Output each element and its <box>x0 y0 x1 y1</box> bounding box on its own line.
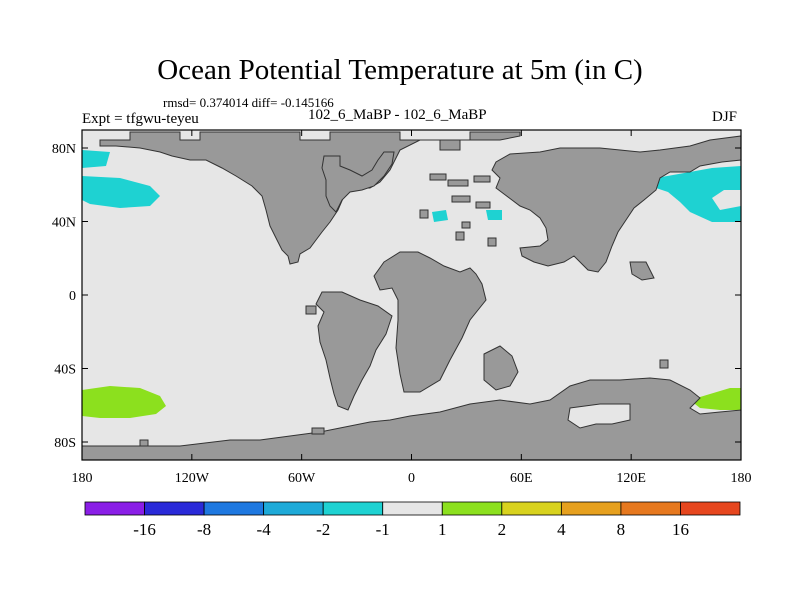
lon-tick-label: 60E <box>510 471 533 486</box>
colorbar-label: -16 <box>133 520 156 539</box>
lat-tick-label: 80N <box>52 142 76 157</box>
season-label: DJF <box>712 109 738 125</box>
plot-title: Ocean Potential Temperature at 5m (in C) <box>157 54 643 86</box>
land-small-islands <box>139 305 669 447</box>
colorbar-swatch <box>322 501 384 516</box>
land-eurasia-west-islands <box>419 173 497 247</box>
anomaly-patch-north-pacific-cyan <box>82 150 160 208</box>
colorbar-label: 4 <box>557 520 566 539</box>
anomaly-patch-nw-pacific-cyan <box>656 166 741 222</box>
latitude-axis: 80N 40N 0 40S 80S <box>52 142 741 451</box>
anomaly-patch-med-cyan <box>432 210 502 222</box>
colorbar-swatch <box>680 501 741 516</box>
colorbar-swatch <box>620 501 681 516</box>
land-mask <box>81 131 742 461</box>
colorbar-swatch <box>263 501 324 516</box>
lat-tick-label: 40N <box>52 216 76 231</box>
land-north-america-east <box>321 151 395 213</box>
lon-tick-label: 0 <box>408 471 415 486</box>
colorbar-swatch <box>501 501 562 516</box>
lon-tick-label: 120W <box>175 471 210 486</box>
lat-tick-label: 80S <box>54 436 76 451</box>
colorbar-swatch <box>560 501 622 516</box>
runs-label: 102_6_MaBP - 102_6_MaBP <box>308 107 487 123</box>
colorbar-swatch <box>84 501 145 516</box>
land-south-america <box>315 291 393 411</box>
land-india-island <box>629 261 655 281</box>
anomaly-patch-south-pacific-east-green <box>690 388 741 410</box>
lat-tick-label: 40S <box>54 363 76 378</box>
colorbar: -16 -8 -4 -2 -1 1 2 4 8 16 <box>84 501 741 539</box>
anomaly-patch-south-pacific-green <box>82 386 166 418</box>
colorbar-label: 1 <box>438 520 447 539</box>
colorbar-swatch <box>203 501 265 516</box>
land-antarctica-inlets <box>567 403 631 429</box>
lon-tick-label: 60W <box>288 471 316 486</box>
land-africa <box>373 251 487 393</box>
colorbar-swatch <box>441 501 503 516</box>
colorbar-label: -8 <box>197 520 211 539</box>
colorbar-label: -2 <box>316 520 330 539</box>
colorbar-label: -1 <box>376 520 390 539</box>
land-madagascar-like <box>483 345 519 391</box>
map-panel <box>81 129 742 461</box>
colorbar-label: 16 <box>672 520 689 539</box>
colorbar-label: -4 <box>257 520 272 539</box>
lat-tick-label: 0 <box>69 289 76 304</box>
colorbar-swatch <box>382 501 443 516</box>
land-eurasia <box>491 135 742 273</box>
land-antarctica <box>81 377 742 461</box>
experiment-label: Expt = tfgwu-teyeu <box>82 111 199 127</box>
longitude-axis: 180 120W 60W 0 60E 120E 180 <box>72 130 752 486</box>
stats-line: rmsd= 0.374014 diff= -0.145166 <box>163 95 334 110</box>
lon-tick-label: 180 <box>72 471 93 486</box>
colorbar-swatch <box>144 501 205 516</box>
colorbar-label: 2 <box>498 520 507 539</box>
colorbar-label: 8 <box>617 520 626 539</box>
lon-tick-label: 180 <box>731 471 752 486</box>
lon-tick-label: 120E <box>616 471 646 486</box>
